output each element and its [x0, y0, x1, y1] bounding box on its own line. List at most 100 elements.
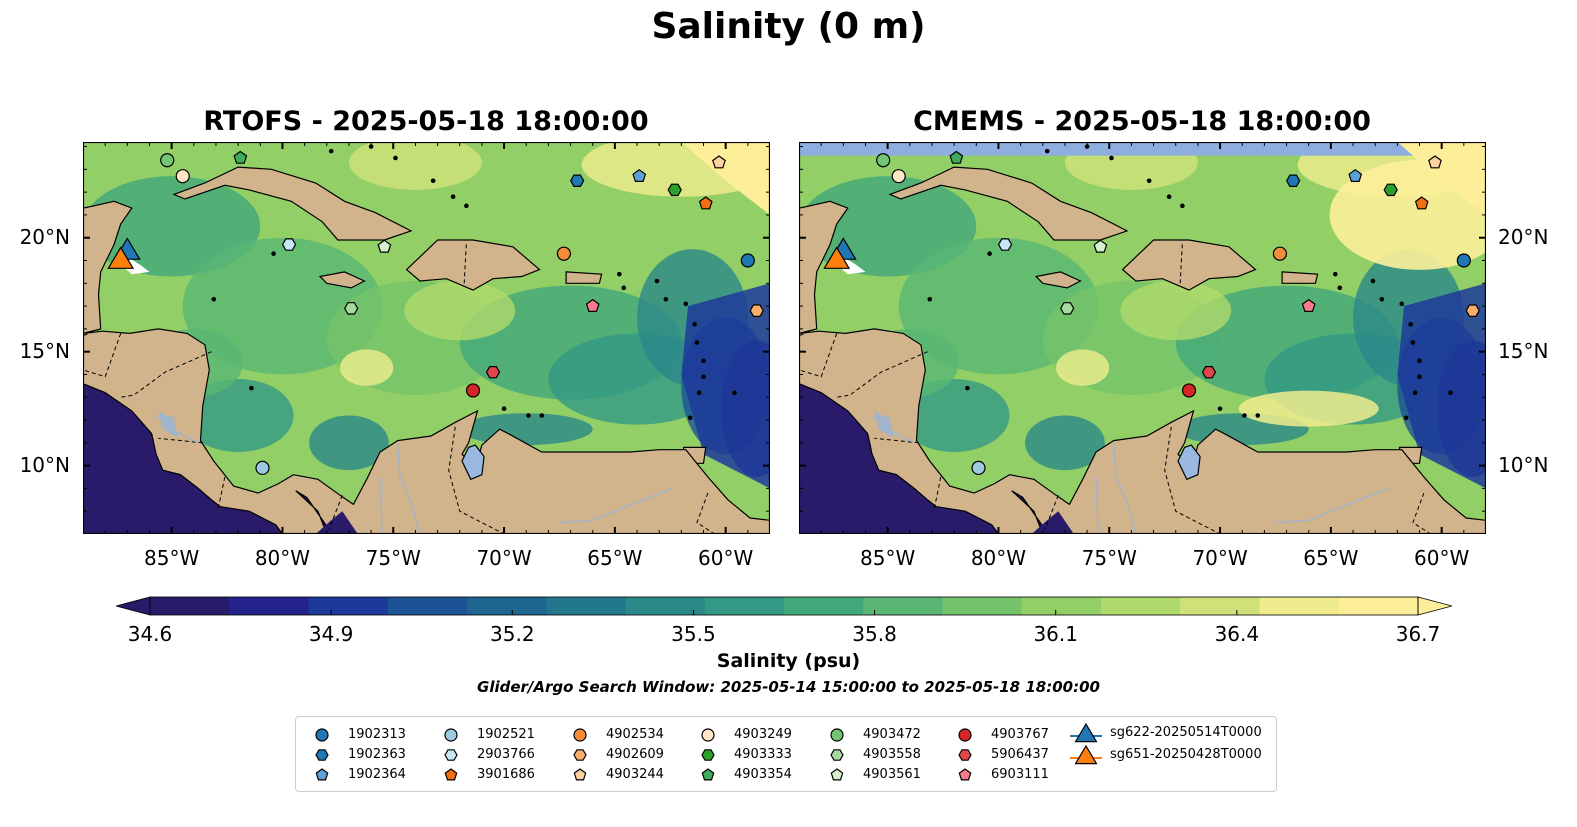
float-marker-4902534: [556, 246, 571, 261]
lon-tick-label: 70°W: [476, 546, 532, 570]
lat-tick-label: 15°N: [1498, 338, 1549, 363]
search-window-caption: Glider/Argo Search Window: 2025-05-14 15…: [477, 678, 1100, 696]
legend-glider-icon: [1074, 745, 1098, 765]
float-marker-4903249: [891, 169, 906, 184]
lon-tick-label: 85°W: [860, 546, 916, 570]
legend-marker-icon: [573, 749, 587, 761]
colorbar-label: Salinity (psu): [716, 650, 861, 672]
float-marker-3901686: [1414, 196, 1429, 210]
colorbar-tick-label: 35.2: [490, 622, 535, 646]
legend: 1902313 1902363 1902364 1902521 2903766 39016…: [295, 716, 1277, 792]
float-marker-4903472: [160, 153, 175, 168]
lon-tick-label: 60°W: [1414, 546, 1470, 570]
pacific-ocean: [83, 382, 284, 534]
float-marker-4903472: [876, 153, 891, 168]
float-marker-4903767: [1181, 383, 1197, 398]
float-marker-4903333: [1383, 183, 1398, 197]
lat-tick-label: 20°N: [19, 224, 70, 249]
legend-glider-icon: [1074, 723, 1098, 743]
float-marker-4903244: [1428, 155, 1442, 169]
map-frame: [83, 142, 770, 534]
legend-label: 4902534: [606, 727, 664, 742]
land-cuba: [888, 166, 1129, 241]
legend-marker-icon: [315, 749, 329, 761]
lon-tick-label: 65°W: [587, 546, 643, 570]
land-jamaica: [1034, 271, 1082, 289]
legend-label: 1902521: [477, 727, 535, 742]
colorbar-segment: [387, 597, 468, 615]
land-yucatan: [83, 200, 133, 335]
legend-label: 4903244: [606, 767, 664, 782]
colorbar-segment: [942, 597, 1023, 615]
land-hispaniola: [1121, 239, 1257, 291]
legend-marker-icon: [573, 768, 587, 781]
legend-marker-icon: [958, 768, 972, 781]
legend-label: 4903558: [863, 747, 921, 762]
float-marker-4902609: [749, 304, 764, 317]
legend-marker-icon: [444, 749, 458, 761]
float-marker-1902364: [632, 168, 647, 183]
land-jamaica: [318, 271, 366, 289]
colorbar-segment: [1021, 597, 1102, 615]
legend-label: 4903354: [734, 767, 792, 782]
lon-tick-label: 70°W: [1192, 546, 1248, 570]
float-marker-1902521: [255, 460, 270, 476]
lon-tick-label: 75°W: [365, 546, 421, 570]
legend-label: 4903767: [991, 727, 1049, 742]
float-marker-4903561: [377, 239, 392, 253]
legend-marker-icon: [701, 768, 715, 781]
colorbar-tick-label: 34.9: [308, 622, 354, 646]
colorbar-segment: [1101, 597, 1181, 615]
float-marker-5906437: [485, 366, 501, 379]
colorbar-extend-high: [1417, 596, 1452, 616]
legend-marker-icon: [444, 768, 458, 781]
map-frame: [799, 142, 1486, 534]
lon-tick-label: 65°W: [1303, 546, 1359, 570]
glider-marker-sg651-20250428T0000: [107, 246, 135, 269]
nodata-band: [799, 142, 1486, 156]
map-panel-cmems: [799, 142, 1486, 534]
legend-marker-icon: [958, 728, 972, 742]
legend-label: 1902364: [348, 767, 406, 782]
lon-tick-label: 75°W: [1081, 546, 1137, 570]
legend-label: 1902313: [348, 727, 406, 742]
legend-label: 3901686: [477, 767, 535, 782]
map-panel-rtofs: [83, 142, 770, 534]
lat-tick-label: 15°N: [19, 338, 70, 363]
legend-label: 5906437: [991, 747, 1049, 762]
colorbar-segment: [1259, 597, 1340, 615]
lat-tick-label: 10°N: [19, 452, 70, 477]
lon-tick-label: 80°W: [254, 546, 311, 570]
float-marker-4903558: [1060, 302, 1075, 315]
float-marker-1902363: [570, 174, 585, 188]
colorbar: [116, 596, 1452, 616]
legend-label: 4903561: [863, 767, 921, 782]
land-puerto-rico: [1281, 271, 1319, 284]
colorbar-tick-label: 36.7: [1395, 622, 1441, 646]
float-marker-4903354: [233, 150, 248, 164]
lat-tick-label: 10°N: [1498, 452, 1549, 477]
lat-tick-label: 20°N: [1498, 224, 1549, 249]
legend-label: 1902363: [348, 747, 406, 762]
float-marker-5906437: [1201, 366, 1217, 379]
panel-title-cmems: CMEMS - 2025-05-18 18:00:00: [913, 106, 1371, 137]
land-central-south-america: [83, 328, 770, 534]
legend-marker-icon: [701, 749, 715, 761]
legend-label: 2903766: [477, 747, 535, 762]
float-marker-2903766: [997, 238, 1013, 251]
float-marker-1902364: [1348, 168, 1363, 183]
float-marker-4902609: [1465, 304, 1480, 317]
lon-tick-label: 85°W: [144, 546, 200, 570]
land-cuba: [172, 166, 413, 241]
legend-label: 4903472: [863, 727, 921, 742]
legend-label: sg622-20250514T0000: [1110, 725, 1262, 740]
float-marker-4903249: [175, 169, 190, 184]
legend-label: sg651-20250428T0000: [1110, 747, 1262, 762]
colorbar-tick-label: 36.1: [1033, 622, 1078, 646]
colorbar-segment: [1180, 597, 1260, 615]
legend-marker-icon: [830, 749, 844, 761]
colorbar-segment: [625, 597, 706, 615]
legend-marker-icon: [315, 728, 329, 742]
float-marker-4903558: [344, 302, 359, 315]
float-marker-4902534: [1272, 246, 1287, 261]
